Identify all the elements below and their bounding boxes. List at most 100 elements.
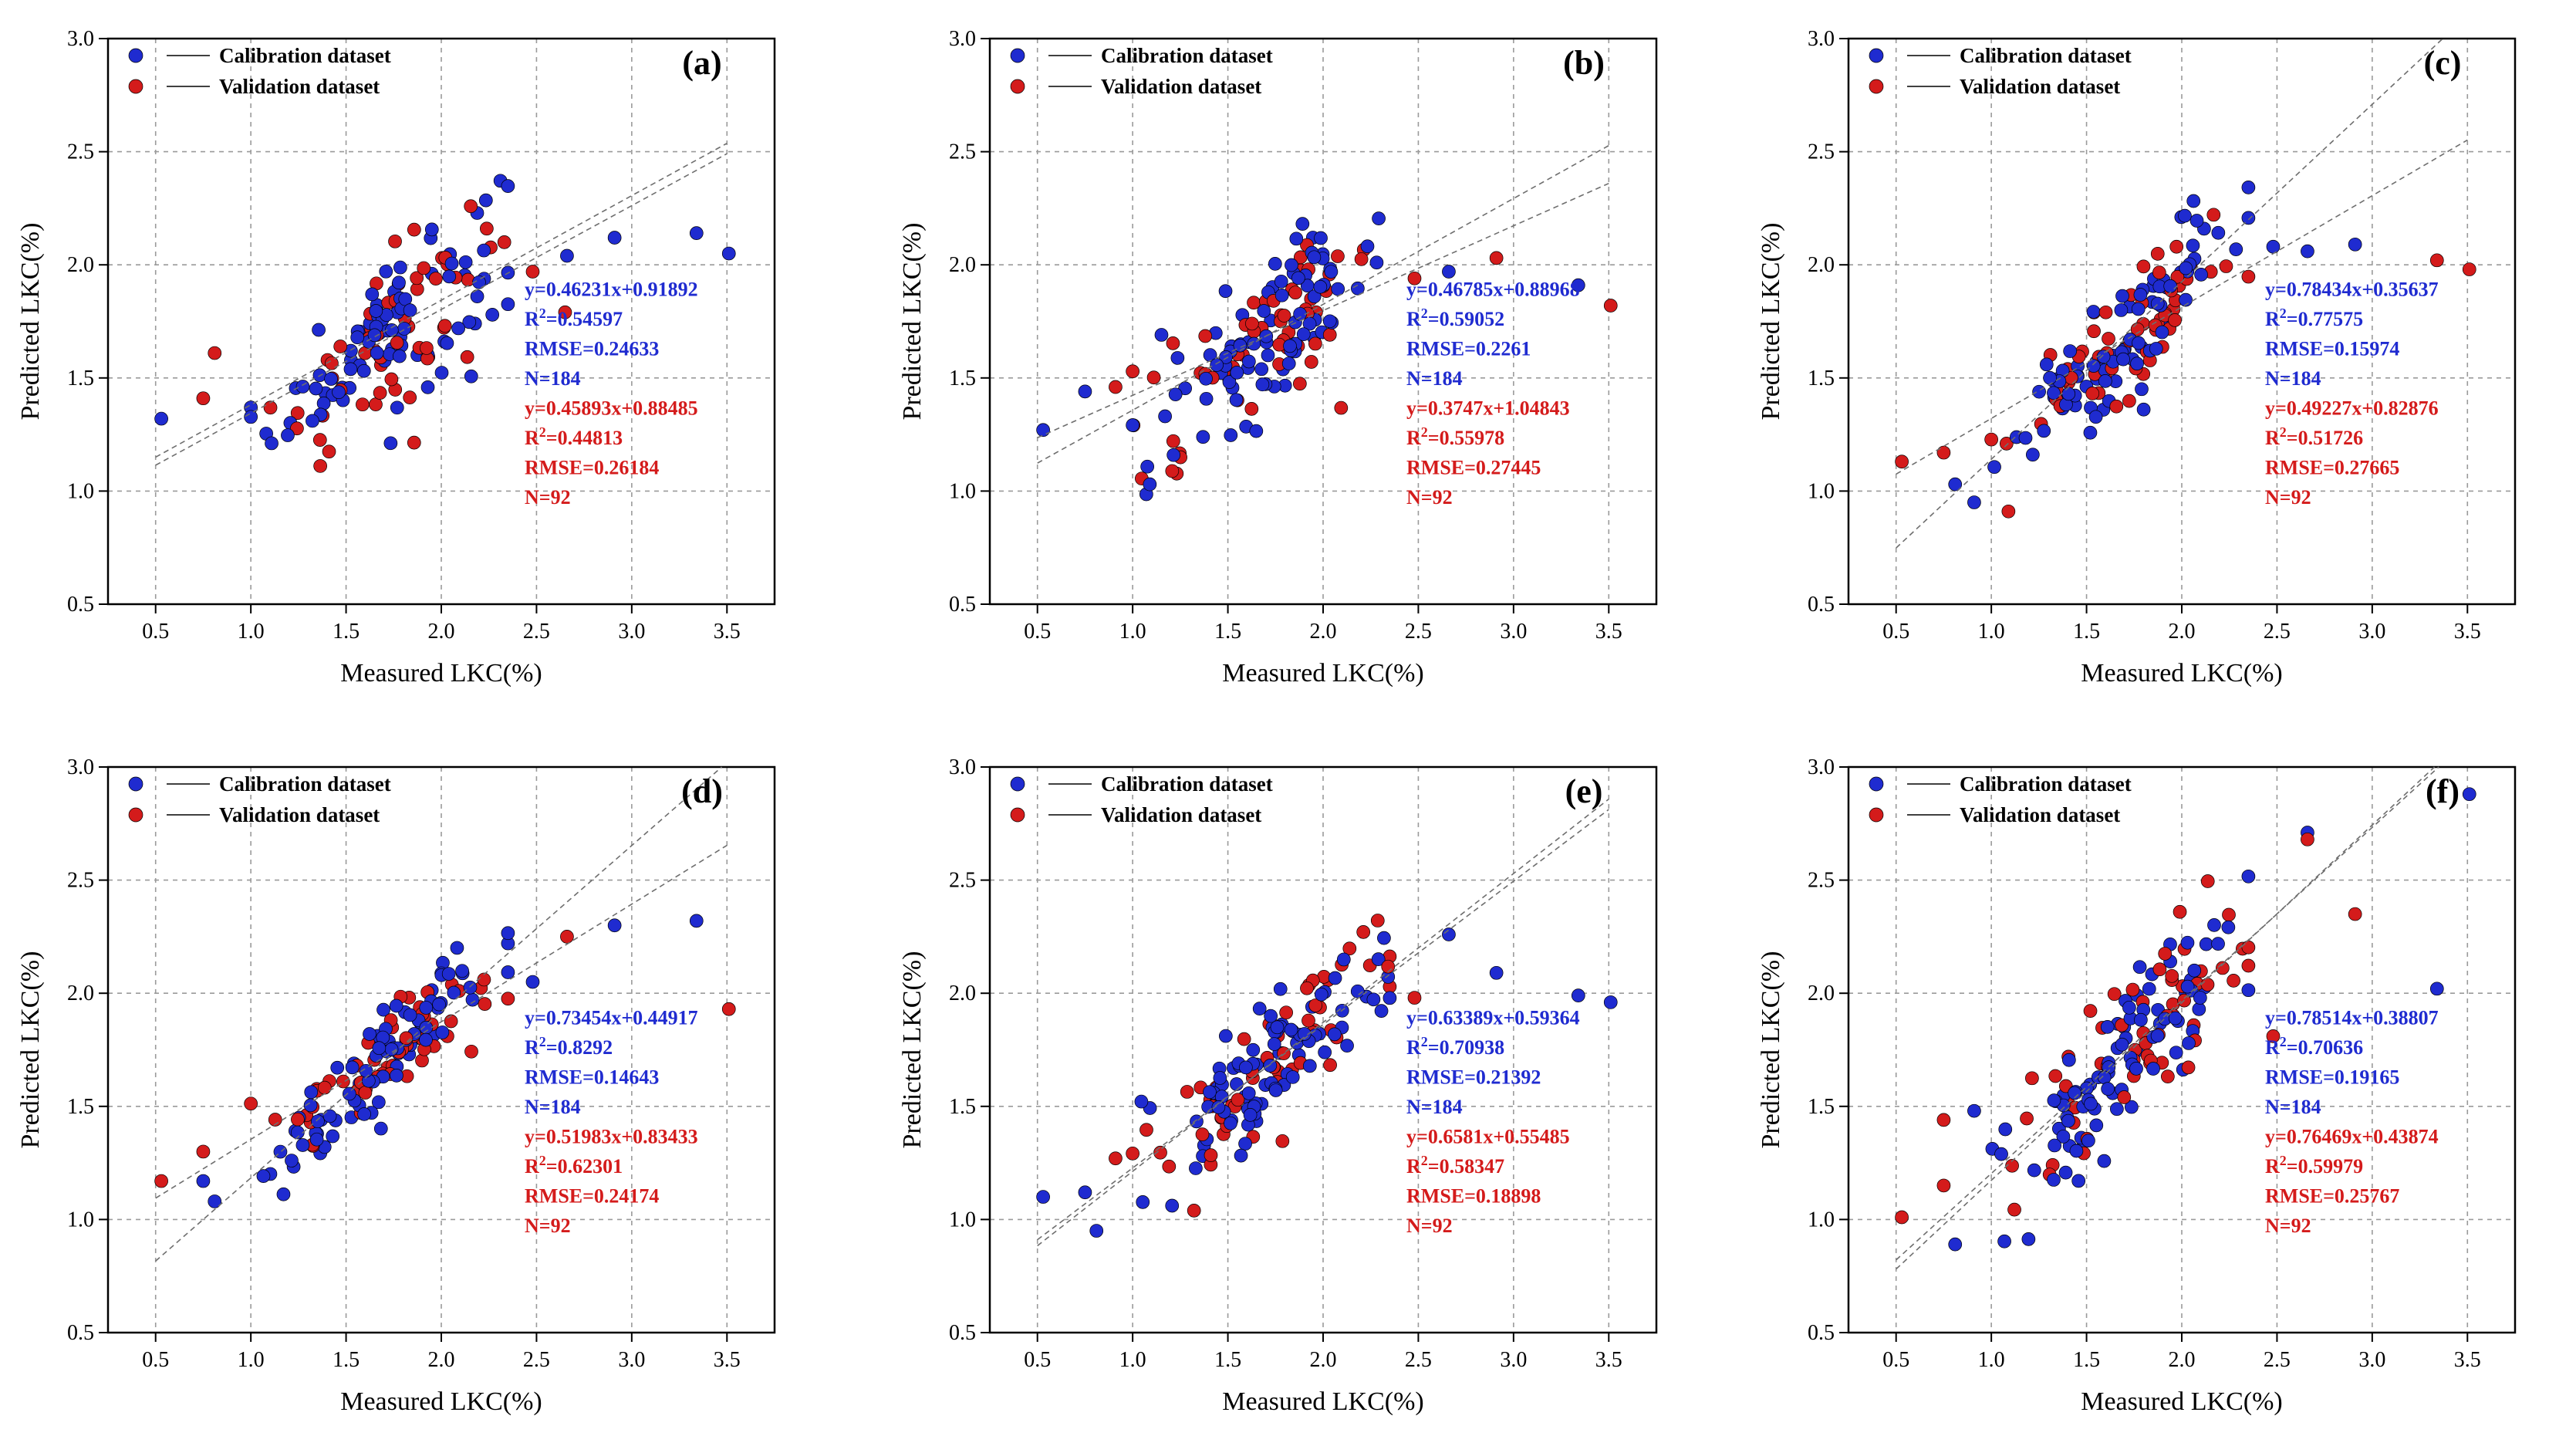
calibration-point <box>1442 927 1456 941</box>
validation-point <box>525 265 540 279</box>
calibration-point <box>1267 1037 1281 1051</box>
calibration-point <box>2199 937 2213 951</box>
calibration-point <box>1089 1224 1104 1238</box>
legend-validation-marker <box>1010 79 1025 94</box>
calibration-point <box>501 179 515 193</box>
calibration-point <box>304 1085 319 1100</box>
fit-line-calibration <box>1896 38 2443 549</box>
calibration-point <box>2189 214 2204 228</box>
calibration-point <box>2039 357 2054 372</box>
legend-calibration-marker <box>1869 48 1884 63</box>
validation-point <box>333 340 348 353</box>
calibration-stat: y=0.78514x+0.38807 <box>2265 1007 2439 1029</box>
x-tick-label: 3.5 <box>1595 620 1622 644</box>
calibration-point <box>343 362 358 377</box>
calibration-point <box>419 1020 434 1035</box>
x-tick-label: 1.5 <box>2073 620 2100 644</box>
validation-point <box>2241 269 2256 284</box>
validation-stat: y=0.49227x+0.82876 <box>2265 397 2439 420</box>
calibration-point <box>2221 920 2236 934</box>
fit-line-validation <box>1037 798 1609 1247</box>
panel-label: (b) <box>1563 44 1605 82</box>
validation-stat: RMSE=0.24174 <box>525 1185 659 1208</box>
calibration-point <box>390 1069 403 1083</box>
validation-point <box>2117 1090 2132 1104</box>
validation-point <box>501 992 515 1006</box>
x-tick-label: 1.5 <box>1214 620 1241 644</box>
calibration-point <box>2047 1093 2061 1107</box>
legend-calibration-marker <box>1010 776 1025 792</box>
calibration-point <box>2131 302 2146 316</box>
calibration-point <box>1143 477 1157 492</box>
y-tick-label: 1.0 <box>949 1208 976 1232</box>
plot-frame <box>106 765 776 1334</box>
calibration-point <box>1366 992 1381 1007</box>
calibration-point <box>434 366 449 380</box>
legend-calibration-label: Calibration dataset <box>1101 772 1273 796</box>
calibration-point <box>1314 987 1329 1002</box>
fit-statistics: y=0.46785x+0.88968 R2=0.59052 RMSE=0.2261 N… <box>1406 279 1580 509</box>
x-tick-label: 2.5 <box>1405 620 1432 644</box>
calibration-point <box>244 410 258 424</box>
calibration-point <box>2086 359 2101 373</box>
validation-point <box>1342 941 1357 956</box>
calibration-point <box>1967 1103 1981 1118</box>
calibration-point <box>607 231 622 245</box>
x-tick-label: 1.0 <box>1978 620 2005 644</box>
calibration-point <box>2096 350 2111 364</box>
scatter-panel-e: 0.5 1.0 1.5 2.0 2.5 3.0 3.5 0.5 1.0 1.5 2.0 2.5 3.0 M… <box>898 755 1658 1416</box>
calibration-point <box>435 1025 450 1039</box>
calibration-point <box>2101 1082 2115 1096</box>
validation-point <box>322 444 336 459</box>
calibration-point <box>369 304 383 318</box>
calibration-point <box>2018 431 2033 445</box>
x-tick-label: 3.5 <box>2454 1348 2481 1372</box>
validation-point <box>2216 961 2230 975</box>
validation-point <box>2158 947 2173 961</box>
calibration-point <box>2169 1046 2183 1060</box>
calibration-point <box>1168 387 1183 402</box>
y-tick-label: 1.5 <box>1808 367 1835 390</box>
y-axis-title: Predicted LKC(%) <box>16 951 45 1149</box>
calibration-point <box>451 321 465 336</box>
calibration-point <box>1224 428 1238 442</box>
calibration-point <box>1371 952 1386 966</box>
calibration-point <box>2241 983 2256 998</box>
y-tick-label: 1.0 <box>67 479 94 503</box>
validation-point <box>2168 313 2182 327</box>
validation-point <box>2170 269 2185 284</box>
calibration-point <box>2058 1165 2073 1180</box>
y-tick-label: 1.5 <box>949 367 976 390</box>
calibration-stat: RMSE=0.21392 <box>1406 1066 1541 1089</box>
panel-label: (a) <box>682 44 721 82</box>
validation-point <box>312 433 327 447</box>
validation-point <box>1166 336 1180 350</box>
calibration-point <box>265 436 279 451</box>
calibration-point <box>1295 217 1310 231</box>
scatter-panel-b: 0.5 1.0 1.5 2.0 2.5 3.0 3.5 0.5 1.0 1.5 2.0 2.5 3.0 M… <box>898 27 1658 688</box>
validation-point <box>336 1074 350 1089</box>
validation-stat: RMSE=0.27445 <box>1406 457 1541 479</box>
y-tick-label: 0.5 <box>67 1321 94 1345</box>
validation-point <box>1165 464 1180 478</box>
calibration-point <box>2129 1062 2143 1076</box>
validation-point <box>415 1053 429 1068</box>
validation-point <box>480 221 494 236</box>
y-axis-title: Predicted LKC(%) <box>1757 223 1785 421</box>
calibration-stat: y=0.63389x+0.59364 <box>1406 1007 1580 1029</box>
x-tick-label: 2.0 <box>1310 1348 1337 1372</box>
validation-point <box>1895 454 1909 469</box>
validation-point <box>1139 1123 1153 1137</box>
calibration-point <box>689 914 704 928</box>
calibration-point <box>2115 1037 2129 1052</box>
legend-validation-label: Validation dataset <box>1960 75 2120 98</box>
x-tick-label: 1.0 <box>1119 1348 1146 1372</box>
plot-frame <box>1847 37 2517 606</box>
calibration-point <box>2193 991 2207 1005</box>
y-tick-label: 2.5 <box>1808 869 1835 893</box>
x-tick-label: 1.0 <box>238 1348 265 1372</box>
calibration-point <box>485 308 500 322</box>
calibration-point <box>1165 1198 1180 1213</box>
validation-point <box>2169 239 2184 254</box>
